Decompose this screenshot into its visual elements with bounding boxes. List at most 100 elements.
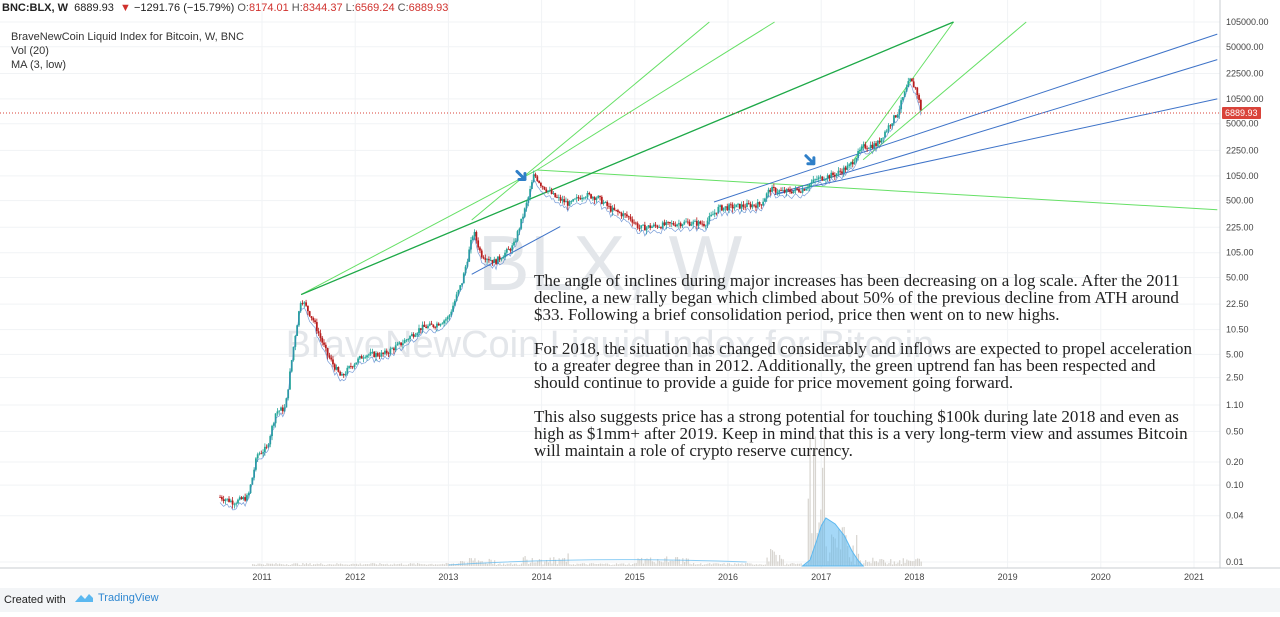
volume-bar	[589, 563, 591, 566]
candle-body	[778, 190, 781, 193]
candle-body	[376, 353, 379, 356]
volume-bar	[538, 559, 541, 566]
volume-bar	[424, 564, 426, 566]
volume-bar	[438, 564, 440, 566]
volume-bar	[687, 558, 689, 566]
candle-body	[893, 115, 895, 124]
volume-bar	[569, 564, 571, 566]
volume-bar	[494, 560, 496, 566]
candle-body	[855, 158, 858, 162]
volume-bar	[320, 563, 322, 566]
candle-body	[306, 305, 309, 312]
volume-bar	[325, 564, 327, 566]
volume-bar	[782, 559, 784, 566]
volume-bar	[546, 559, 548, 566]
y-axis[interactable]: 105000.00 50000.00 22500.00 10500.00 5000.00…	[1226, 17, 1269, 567]
x-axis[interactable]: 2011 2012 2013 2014 2015 2016 2017 2018 2019 2020…	[252, 572, 1204, 582]
legend-title[interactable]: BraveNewCoin Liquid Index for Bitcoin, W…	[11, 31, 244, 43]
candle-body	[627, 216, 630, 218]
candle-body	[642, 224, 644, 226]
candle-body	[617, 210, 619, 213]
symbol-label[interactable]: BNC:BLX, W	[2, 2, 68, 14]
candle-body	[591, 197, 594, 199]
candle-body	[819, 176, 822, 178]
volume-bar	[415, 564, 417, 566]
candle-body	[315, 322, 318, 332]
down-triangle-icon: ▼	[120, 2, 131, 14]
candle-body	[554, 193, 557, 198]
candle-body	[808, 184, 811, 188]
volume-bar	[409, 563, 412, 566]
candle-body	[518, 228, 521, 232]
volume-bar	[757, 564, 759, 566]
candle-body	[586, 193, 589, 198]
candle-body	[833, 174, 836, 177]
tradingview-logo-icon	[75, 594, 93, 602]
volume-bar	[761, 564, 763, 566]
volume-bar	[615, 563, 618, 566]
volume-bar	[406, 564, 408, 566]
volume-bar	[822, 467, 824, 566]
volume-bar	[429, 563, 431, 566]
plot-background	[0, 0, 1280, 588]
candle-body	[405, 339, 408, 341]
candle-body	[651, 226, 653, 228]
volume-bar	[291, 564, 293, 566]
volume-bar	[739, 564, 741, 566]
candle-body	[783, 190, 786, 193]
high-value: 8344.37	[302, 2, 343, 14]
volume-bar	[540, 559, 542, 566]
candle-body	[321, 337, 324, 343]
volume-bar	[425, 564, 428, 566]
legend-volume[interactable]: Vol (20)	[11, 45, 49, 57]
green-trend-line	[848, 21, 954, 167]
volume-bar	[741, 563, 743, 566]
volume-bar	[723, 563, 725, 566]
volume-bar	[318, 563, 320, 566]
annotation-line: The angle of inclines during major incre…	[534, 271, 1180, 290]
candle-body	[301, 303, 304, 305]
legend-ma[interactable]: MA (3, low)	[11, 59, 67, 71]
volume-bar	[682, 558, 684, 566]
volume-bar	[865, 560, 867, 566]
volume-bar	[811, 533, 813, 566]
candle-body	[240, 497, 243, 500]
indicator-legend: BraveNewCoin Liquid Index for Bitcoin, W…	[11, 30, 244, 72]
candle-body	[803, 189, 806, 191]
volume-series	[252, 431, 922, 567]
candle-body	[317, 331, 320, 334]
candle-body	[762, 201, 765, 206]
candle-body	[396, 343, 399, 346]
volume-bar	[400, 563, 403, 566]
volume-bar	[743, 564, 745, 566]
volume-bar	[311, 564, 313, 566]
candle-body	[346, 367, 349, 375]
volume-bar	[863, 563, 865, 566]
volume-bar	[658, 560, 661, 566]
candle-body	[859, 149, 861, 151]
volume-bar	[899, 560, 901, 566]
volume-bar	[343, 564, 345, 566]
candle-body	[552, 193, 555, 194]
volume-bar	[770, 548, 772, 566]
candle-body	[656, 225, 659, 228]
candle-body	[595, 198, 598, 200]
tradingview-link[interactable]: TradingView	[74, 592, 159, 604]
candle-body	[414, 335, 417, 337]
candle-body	[636, 223, 639, 229]
candle-body	[878, 140, 881, 143]
volume-bar	[635, 563, 637, 566]
candles	[219, 77, 922, 511]
volume-bar	[664, 558, 666, 566]
candle-body	[410, 334, 413, 337]
candle-body	[505, 248, 508, 253]
volume-bar	[662, 562, 664, 566]
candle-body	[480, 250, 483, 258]
candle-body	[774, 187, 777, 193]
candle-body	[712, 214, 714, 216]
candle-body	[613, 207, 616, 210]
annotation-text: The angle of inclines during major incre…	[534, 271, 1193, 460]
volume-bar	[891, 564, 894, 566]
candle-body	[358, 356, 361, 359]
volume-bar	[501, 564, 503, 566]
